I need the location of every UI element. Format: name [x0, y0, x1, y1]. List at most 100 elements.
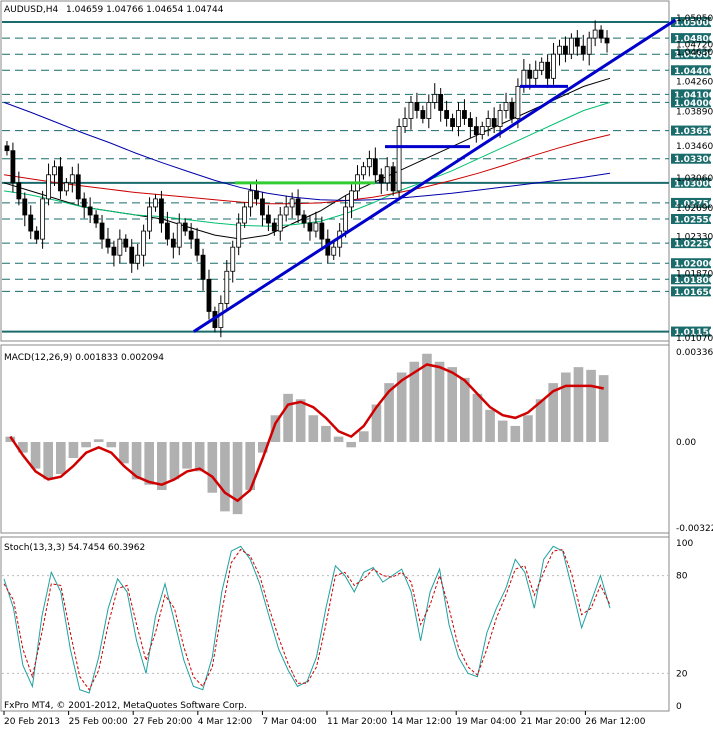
x-tick-label: 19 Mar 04:00 — [456, 717, 516, 727]
candle-body — [10, 150, 16, 184]
candle-body — [551, 53, 556, 79]
candle-body — [396, 126, 402, 192]
level-label: 1.04000 — [674, 99, 713, 109]
candle-body — [414, 102, 420, 111]
level-badge — [671, 97, 711, 108]
price-tick-label: 1.02330 — [676, 233, 713, 243]
stoch-signal-line — [3, 548, 611, 691]
level-badge — [671, 33, 711, 44]
macd-tick-label: -0.00322 — [676, 524, 713, 534]
candle-body — [301, 214, 307, 224]
candle-body — [159, 198, 164, 224]
level-label: 1.03300 — [674, 155, 713, 165]
macd-label: MACD(12,26,9) 0.001833 0.002094 — [4, 353, 164, 363]
candle-body — [81, 198, 87, 208]
candle-body — [574, 37, 580, 47]
level-label: 1.03000 — [674, 179, 713, 189]
ohlc-readout: 1.04659 1.04766 1.04654 1.04744 — [66, 5, 224, 15]
level-label: 1.03650 — [674, 127, 713, 137]
candle-body — [194, 238, 200, 256]
candle-body — [366, 158, 372, 168]
candle-body — [497, 110, 503, 127]
level-badge — [671, 17, 711, 28]
candle-body — [402, 118, 408, 127]
candle-body — [307, 222, 313, 232]
footer-copyright: FxPro MT4, © 2001-2012, MetaQuotes Softw… — [4, 701, 247, 711]
candle-body — [313, 222, 319, 232]
stoch-tick-label: 100 — [676, 539, 693, 549]
level-label: 1.01150 — [674, 328, 713, 338]
x-tick-label: 25 Feb 00:00 — [69, 717, 128, 727]
macd-tick-label: 0.00 — [676, 438, 696, 448]
candle-body — [592, 29, 598, 39]
candle-body — [52, 166, 57, 176]
candle-body — [22, 198, 28, 216]
candle-body — [99, 222, 105, 240]
level-badge — [671, 326, 711, 337]
candle-body — [432, 93, 438, 103]
candle-body — [117, 238, 123, 256]
candle-body — [176, 222, 182, 248]
candle-body — [349, 190, 354, 208]
macd-tick-label: 0.003367 — [676, 348, 713, 358]
candle-body — [568, 37, 574, 55]
candle-body — [200, 254, 206, 280]
candle-body — [545, 61, 551, 79]
level-badge — [671, 238, 711, 249]
candle-body — [485, 118, 491, 127]
candle-body — [153, 198, 158, 208]
candle-body — [586, 37, 592, 55]
candle-body — [604, 37, 610, 44]
level-label: 1.01800 — [674, 276, 713, 286]
candle-body — [75, 174, 81, 200]
candle-body — [129, 246, 135, 264]
price-tick-label: 1.01070 — [676, 334, 713, 344]
moving-average-line — [3, 101, 611, 227]
candle-body — [135, 254, 141, 264]
candle-body — [289, 198, 295, 208]
candle-body — [63, 182, 69, 192]
x-tick-label: 4 Mar 12:00 — [198, 717, 253, 727]
candle-body — [462, 110, 467, 119]
candle-body — [527, 69, 533, 79]
macd-signal-line — [9, 363, 604, 503]
candle-body — [444, 110, 450, 119]
level-label: 1.02000 — [674, 260, 713, 270]
candle-body — [87, 206, 93, 216]
trendline[interactable] — [192, 18, 677, 333]
candle-body — [58, 166, 63, 192]
level-badge — [671, 274, 711, 285]
candle-body — [4, 145, 10, 152]
level-label: 1.04100 — [674, 91, 713, 101]
level-label: 1.04800 — [674, 35, 713, 45]
candle-body — [438, 93, 444, 111]
candle-body — [557, 45, 562, 55]
candle-body — [69, 174, 75, 184]
price-tick-label: 1.03060 — [676, 174, 713, 184]
price-panel-border — [0, 0, 670, 342]
stoch-panel-border — [0, 536, 670, 712]
level-label: 1.02550 — [674, 216, 713, 226]
candle-body — [16, 182, 22, 200]
candle-body — [503, 102, 509, 111]
x-tick-label: 26 Mar 12:00 — [585, 717, 645, 727]
moving-average-line — [3, 134, 611, 205]
candle-body — [372, 158, 378, 176]
moving-average-line — [3, 101, 611, 202]
candle-body — [147, 206, 152, 232]
candle-body — [456, 110, 461, 127]
level-label: 1.02750 — [674, 199, 713, 209]
level-badge — [671, 197, 711, 208]
level-badge — [671, 177, 711, 188]
price-tick-label: 1.04630 — [676, 48, 713, 58]
level-badge — [671, 286, 711, 297]
x-tick-label: 7 Mar 04:00 — [262, 717, 317, 727]
level-badge — [671, 214, 711, 225]
candle-body — [236, 222, 242, 248]
level-badge — [671, 125, 711, 136]
candle-body — [224, 270, 230, 304]
candle-body — [271, 222, 277, 232]
candle-body — [182, 222, 188, 232]
candle-body — [34, 230, 40, 240]
